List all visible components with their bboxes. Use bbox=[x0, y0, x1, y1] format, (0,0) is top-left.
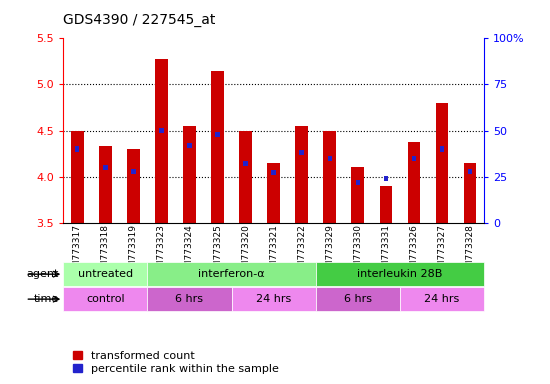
Legend: transformed count, percentile rank within the sample: transformed count, percentile rank withi… bbox=[69, 346, 283, 379]
Bar bbox=[183, 126, 196, 223]
Text: agent: agent bbox=[26, 269, 59, 279]
Bar bbox=[383, 176, 388, 181]
Text: 6 hrs: 6 hrs bbox=[175, 294, 204, 304]
Bar bbox=[63, 287, 147, 311]
Bar bbox=[127, 149, 140, 223]
Bar bbox=[439, 146, 444, 152]
Bar bbox=[468, 169, 472, 174]
Bar bbox=[211, 71, 224, 223]
Bar bbox=[159, 128, 164, 133]
Text: 24 hrs: 24 hrs bbox=[256, 294, 292, 304]
Text: interleukin 28B: interleukin 28B bbox=[357, 269, 443, 279]
Bar bbox=[323, 131, 336, 223]
Bar bbox=[355, 180, 360, 185]
Bar bbox=[232, 287, 316, 311]
Bar bbox=[187, 143, 192, 148]
Bar bbox=[271, 170, 276, 175]
Bar bbox=[408, 142, 420, 223]
Text: untreated: untreated bbox=[78, 269, 133, 279]
Bar bbox=[75, 146, 80, 152]
Text: time: time bbox=[34, 294, 59, 304]
Bar bbox=[400, 287, 484, 311]
Bar bbox=[147, 262, 316, 286]
Text: 6 hrs: 6 hrs bbox=[344, 294, 372, 304]
Text: control: control bbox=[86, 294, 125, 304]
Bar bbox=[379, 186, 392, 223]
Bar bbox=[215, 132, 220, 137]
Bar bbox=[239, 131, 252, 223]
Bar bbox=[267, 163, 280, 223]
Bar bbox=[464, 163, 476, 223]
Bar bbox=[316, 262, 484, 286]
Bar bbox=[99, 146, 112, 223]
Text: interferon-α: interferon-α bbox=[198, 269, 265, 279]
Bar bbox=[299, 150, 304, 155]
Bar bbox=[131, 169, 136, 174]
Bar bbox=[71, 131, 84, 223]
Text: 24 hrs: 24 hrs bbox=[424, 294, 460, 304]
Bar bbox=[316, 287, 400, 311]
Bar bbox=[327, 156, 332, 161]
Bar bbox=[155, 59, 168, 223]
Bar bbox=[295, 126, 308, 223]
Bar bbox=[243, 161, 248, 166]
Text: GDS4390 / 227545_at: GDS4390 / 227545_at bbox=[63, 13, 216, 27]
Bar bbox=[103, 165, 108, 170]
Bar bbox=[411, 156, 416, 161]
Bar bbox=[351, 167, 364, 223]
Bar bbox=[147, 287, 232, 311]
Bar bbox=[63, 262, 147, 286]
Bar bbox=[436, 103, 448, 223]
